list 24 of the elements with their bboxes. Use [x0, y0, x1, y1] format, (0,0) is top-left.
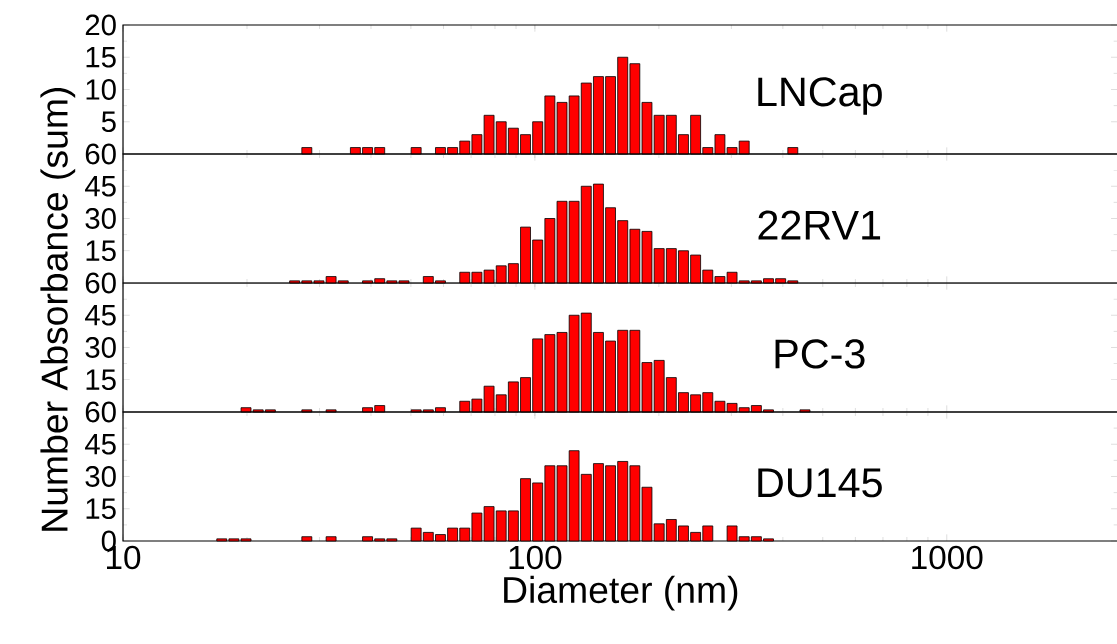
- y-tick-label: 60: [85, 272, 116, 294]
- y-tick-label: 10: [86, 79, 116, 100]
- x-axis-title: Diameter (nm): [504, 575, 738, 611]
- y-tick-label: 45: [85, 434, 116, 455]
- y-tick-label: 15: [86, 47, 116, 68]
- x-tick-label: 1000: [912, 545, 983, 570]
- y-tick-label: 30: [85, 466, 116, 487]
- annotation: 22RV1: [758, 210, 881, 240]
- y-tick-label: 15: [86, 240, 116, 261]
- y-axis-title: Number Absorbance (sum): [40, 87, 76, 531]
- y-tick-label: 15: [86, 498, 116, 519]
- x-tick-label: 100: [509, 545, 562, 570]
- y-tick-label: 30: [85, 208, 116, 229]
- y-tick-label: 45: [85, 176, 116, 197]
- y-tick-label: 60: [85, 401, 116, 423]
- annotation: LNCap: [758, 77, 882, 115]
- annotation: PC-3: [775, 339, 865, 369]
- annotation: DU145: [758, 468, 882, 498]
- y-tick-label: 45: [85, 305, 116, 326]
- y-tick-label: 20: [85, 14, 116, 36]
- y-tick-label: 60: [85, 143, 116, 165]
- y-tick-label: 5: [101, 111, 116, 132]
- y-tick-label: 30: [85, 337, 116, 358]
- y-tick-label: 15: [86, 369, 116, 390]
